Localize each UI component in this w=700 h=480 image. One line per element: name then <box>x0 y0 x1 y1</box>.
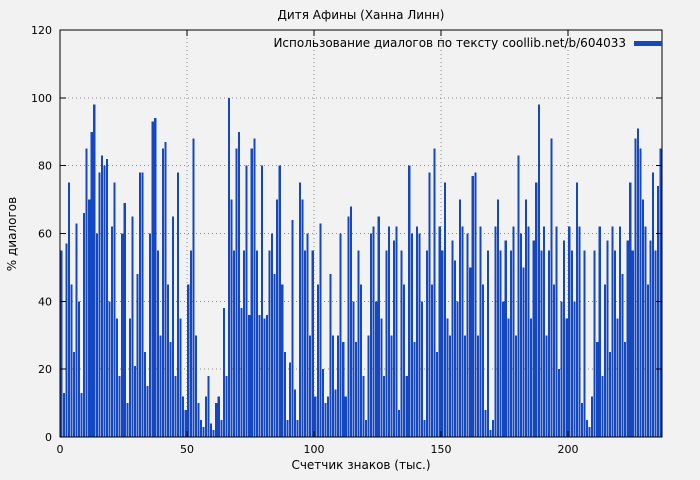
svg-text:40: 40 <box>38 295 52 308</box>
svg-text:120: 120 <box>31 24 52 37</box>
chart-legend: Использование диалогов по тексту coollib… <box>273 36 662 50</box>
svg-text:80: 80 <box>38 160 52 173</box>
svg-text:150: 150 <box>431 443 452 456</box>
chart-title: Дитя Афины (Ханна Линн) <box>277 8 445 22</box>
svg-text:20: 20 <box>38 363 52 376</box>
legend-label: Использование диалогов по тексту coollib… <box>273 36 626 50</box>
legend-series-swatch <box>634 40 662 46</box>
svg-text:200: 200 <box>558 443 579 456</box>
svg-text:0: 0 <box>57 443 64 456</box>
svg-text:100: 100 <box>304 443 325 456</box>
svg-text:100: 100 <box>31 92 52 105</box>
svg-text:50: 50 <box>180 443 194 456</box>
svg-text:60: 60 <box>38 228 52 241</box>
svg-text:0: 0 <box>45 431 52 444</box>
x-axis-label: Счетчик знаков (тыс.) <box>291 458 431 472</box>
y-axis-label: % диалогов <box>5 197 19 271</box>
